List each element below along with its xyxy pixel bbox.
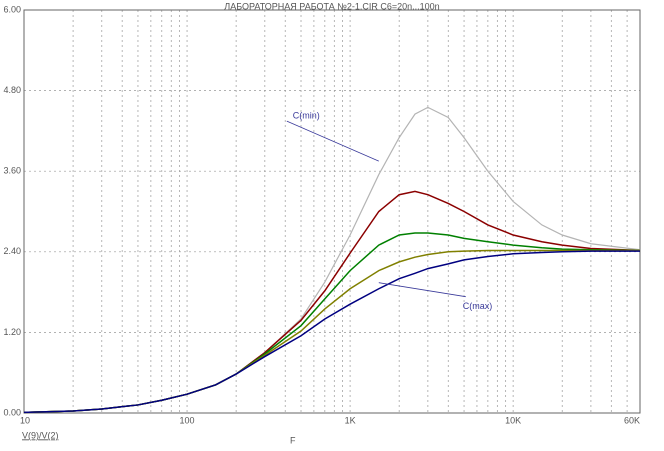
y-tick-label: 6.00 <box>3 4 21 14</box>
series-line <box>23 232 641 414</box>
x-tick-label: 10K <box>505 415 521 425</box>
chart-title: ЛАБОРАТОРНАЯ РАБОТА №2-1.CIR C6=20n...10… <box>224 1 439 11</box>
x-axis-label: F <box>290 435 296 445</box>
series-line <box>23 250 640 414</box>
annotation-label: C(min) <box>293 111 320 121</box>
y-tick-label: 3.60 <box>3 166 21 176</box>
series-line <box>23 190 641 414</box>
x-tick-label: 100 <box>180 415 195 425</box>
annotation-label: C(max) <box>463 301 493 311</box>
annotation-leader <box>286 120 379 162</box>
y-axis-label: V(9)/V(2) <box>22 430 59 440</box>
x-tick-label: 10 <box>20 415 30 425</box>
y-tick-label: 0.00 <box>3 407 21 417</box>
series-line <box>23 249 640 414</box>
y-tick-label: 2.40 <box>3 246 21 256</box>
series-line <box>23 106 641 413</box>
plot-frame <box>23 9 641 414</box>
annotation-leader <box>378 282 466 298</box>
x-tick-label: 1K <box>345 415 356 425</box>
x-tick-label: 60K <box>624 415 640 425</box>
y-tick-label: 4.80 <box>3 85 21 95</box>
y-tick-label: 1.20 <box>3 327 21 337</box>
